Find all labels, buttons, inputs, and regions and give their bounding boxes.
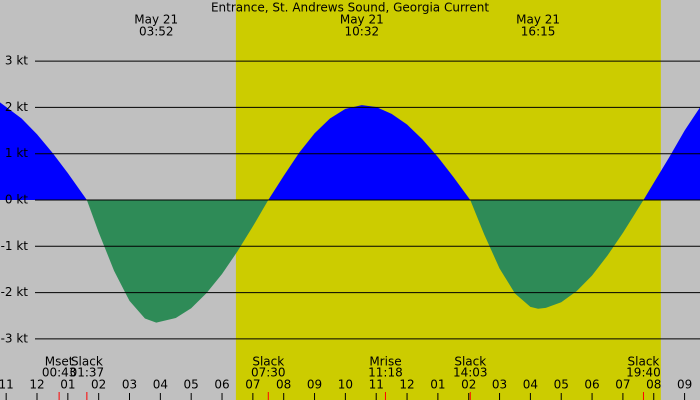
y-tick-label: 1 kt [5,146,28,160]
event-label: Slack [628,355,660,369]
x-tick-label: 07 [245,378,260,392]
x-tick-label: 03 [492,378,507,392]
x-tick-label: 07 [615,378,630,392]
y-tick-label: -3 kt [1,331,29,345]
current-area [0,102,87,200]
y-tick-label: 3 kt [5,54,28,68]
x-tick-label: 10 [338,378,353,392]
x-tick-label: 03 [122,378,137,392]
current-area [470,200,644,309]
current-area [268,105,471,200]
peak-time: 10:32 [345,25,380,39]
x-tick-label: 02 [461,378,476,392]
x-tick-label: 04 [523,378,538,392]
event-label: Mset [45,355,74,369]
chart-title: Entrance, St. Andrews Sound, Georgia Cur… [211,1,489,15]
y-tick-label: -2 kt [1,285,29,299]
event-time: 01:37 [70,366,105,380]
current-area [86,200,269,323]
peak-date: May 21 [340,13,384,27]
y-tick-label: 0 kt [5,193,28,207]
x-tick-label: 09 [677,378,692,392]
x-tick-label: 05 [554,378,569,392]
event-time: 07:30 [251,366,286,380]
event-time: 00:43 [42,366,77,380]
event-time: 11:18 [368,366,403,380]
x-tick-label: 11 [369,378,384,392]
event-time: 14:03 [453,366,488,380]
x-tick-label: 01 [430,378,445,392]
event-label: Slack [454,355,486,369]
x-tick-label: 02 [91,378,106,392]
event-label: Mrise [369,355,401,369]
x-tick-label: 06 [214,378,229,392]
peak-date: May 21 [516,13,560,27]
x-tick-label: 11 [0,378,14,392]
x-tick-label: 04 [153,378,168,392]
x-tick-label: 09 [307,378,322,392]
x-tick-label: 08 [276,378,291,392]
x-tick-label: 06 [584,378,599,392]
x-tick-label: 12 [399,378,414,392]
x-tick-label: 12 [29,378,44,392]
y-tick-label: -1 kt [1,239,29,253]
event-time: 19:40 [626,366,661,380]
x-tick-label: 08 [646,378,661,392]
event-label: Slack [252,355,284,369]
peak-time: 16:15 [521,25,556,39]
peak-date: May 21 [134,13,178,27]
peak-time: 03:52 [139,25,174,39]
x-tick-label: 01 [60,378,75,392]
event-label: Slack [71,355,103,369]
y-tick-label: 2 kt [5,100,28,114]
x-tick-label: 05 [184,378,199,392]
